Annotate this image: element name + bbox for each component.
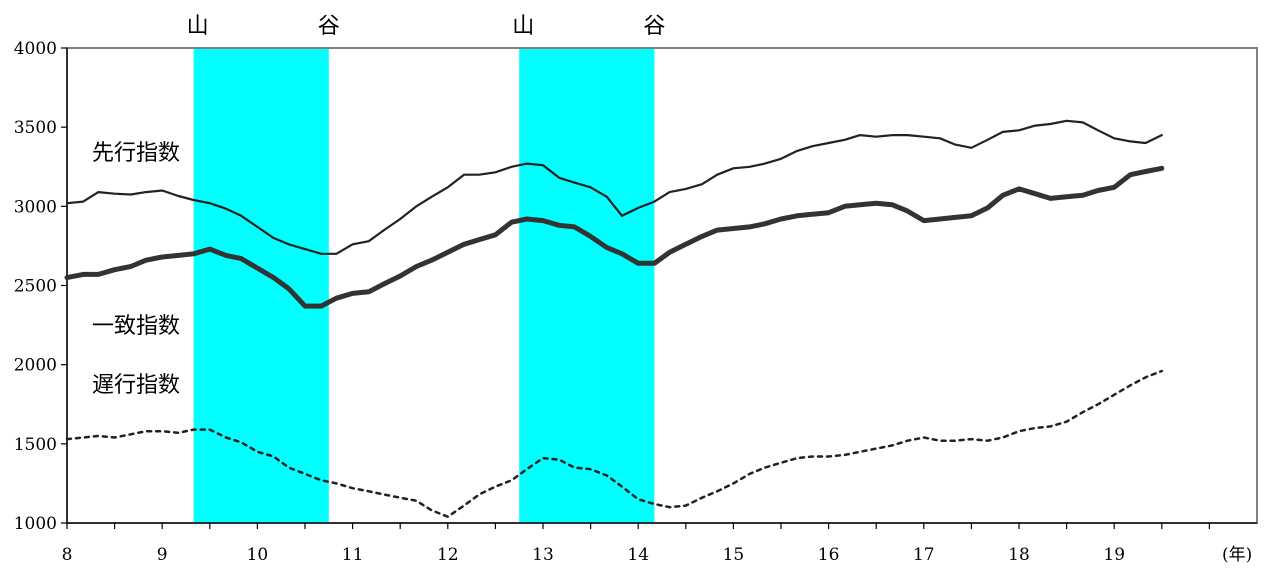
y-tick-label: 2500 xyxy=(14,277,57,297)
axes: 1000 1500 2000 2500 3000 3500 4000 8 9 10 11 12 13 14… xyxy=(14,39,1258,565)
x-tick-label: 8 xyxy=(62,545,73,565)
series-label-leading: 先行指数 xyxy=(92,141,180,166)
peak-label: 山 xyxy=(512,14,534,39)
recession-bands xyxy=(193,48,655,523)
x-tick-label: 9 xyxy=(157,545,168,565)
recession-band xyxy=(519,48,655,523)
phase-labels: 山谷山谷 xyxy=(187,14,666,39)
x-tick-label: 17 xyxy=(913,545,935,565)
series-labels: 先行指数 一致指数 遅行指数 xyxy=(92,141,180,398)
x-tick-label: 11 xyxy=(342,545,364,565)
series-label-lagging: 遅行指数 xyxy=(92,373,180,398)
trough-label: 谷 xyxy=(643,14,665,39)
trough-label: 谷 xyxy=(318,14,340,39)
x-tick-label: 19 xyxy=(1103,545,1125,565)
x-tick-label: 10 xyxy=(247,545,269,565)
series-line-0 xyxy=(65,119,1163,255)
y-tick-label: 1500 xyxy=(14,435,57,455)
y-tick-label: 3000 xyxy=(14,197,57,217)
series-label-coincident: 一致指数 xyxy=(92,314,180,339)
peak-label: 山 xyxy=(187,14,209,39)
x-tick-label: 16 xyxy=(818,545,840,565)
recession-band xyxy=(193,48,329,523)
y-tick-label: 4000 xyxy=(14,39,57,59)
x-tick-label: 14 xyxy=(627,545,649,565)
x-axis-unit-label: (年) xyxy=(1222,545,1252,565)
y-tick-label: 2000 xyxy=(14,356,57,376)
series-line-1 xyxy=(64,165,1165,309)
y-tick-label: 1000 xyxy=(14,514,57,534)
x-tick-label: 13 xyxy=(532,545,554,565)
x-tick-label: 18 xyxy=(1008,545,1030,565)
x-tick-label: 15 xyxy=(723,545,745,565)
x-tick-label: 12 xyxy=(437,545,459,565)
y-tick-label: 3500 xyxy=(14,118,57,138)
series-line-2 xyxy=(65,369,1164,518)
series-lines xyxy=(64,119,1165,518)
